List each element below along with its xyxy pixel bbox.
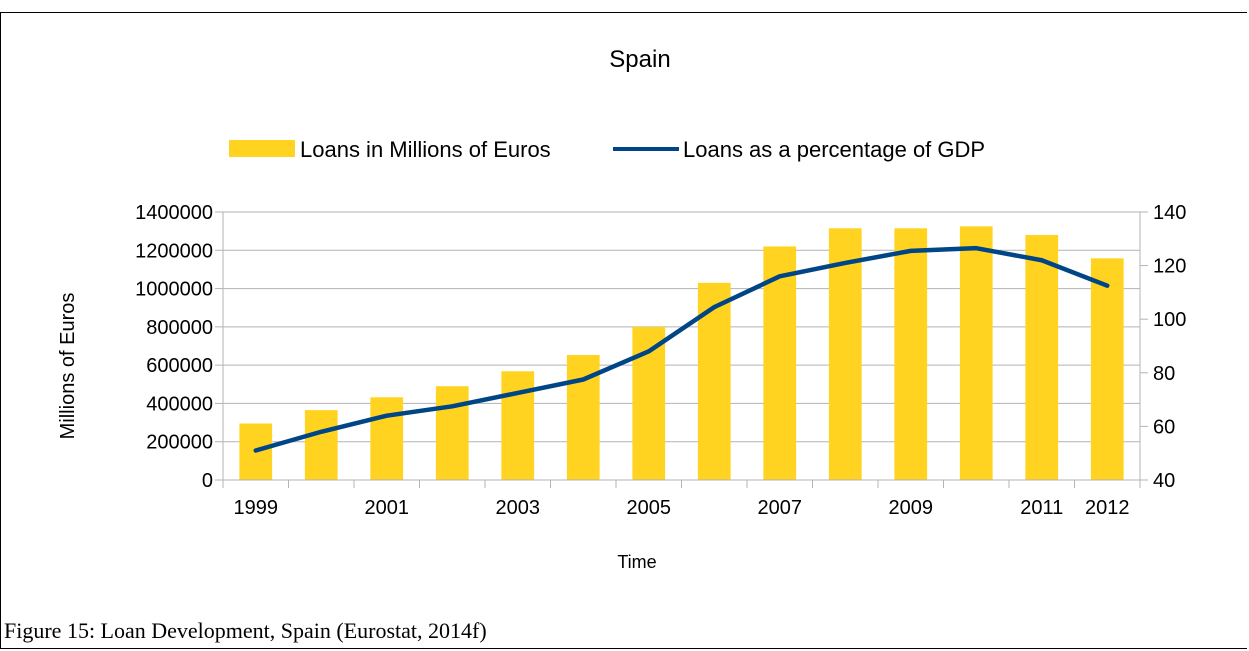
right-tick-label: 80 xyxy=(1153,363,1175,385)
x-axis-ticks: 1999 2001 2003 2005 2007 2009 2011 2012 xyxy=(222,480,1141,519)
line-series xyxy=(253,245,1110,453)
left-tick-label: 800000 xyxy=(146,317,213,339)
left-tick-label: 1400000 xyxy=(135,202,213,224)
bar-2002 xyxy=(435,386,469,480)
right-tick-label: 120 xyxy=(1153,256,1186,278)
legend: Loans in Millions of Euros Loans as a pe… xyxy=(229,137,985,162)
right-tick-label: 140 xyxy=(1153,202,1186,224)
x-tick-label: 2005 xyxy=(627,497,672,519)
right-tick-label: 40 xyxy=(1153,470,1175,492)
left-tick-label: 200000 xyxy=(146,432,213,454)
legend-label-line: Loans as a percentage of GDP xyxy=(683,137,985,162)
x-tick-label: 2003 xyxy=(496,497,541,519)
bar-2007 xyxy=(763,246,797,480)
y-axis-label: Millions of Euros xyxy=(57,293,79,440)
left-axis-ticks: 0 200000 400000 600000 800000 1000000 1200000 1… xyxy=(135,202,223,492)
bar-2001 xyxy=(370,397,404,480)
bar-2011 xyxy=(1025,234,1059,480)
left-tick-label: 400000 xyxy=(146,393,213,415)
right-tick-label: 60 xyxy=(1153,416,1175,438)
left-tick-label: 1200000 xyxy=(135,240,213,262)
bar-series xyxy=(239,226,1124,480)
x-tick-label: 2009 xyxy=(889,497,934,519)
x-tick-label: 2011 xyxy=(1020,497,1063,519)
x-tick-label: 2001 xyxy=(365,497,410,519)
figure-caption: Figure 15: Loan Development, Spain (Euro… xyxy=(4,618,487,643)
bar-2000 xyxy=(304,410,338,480)
figure-frame xyxy=(0,12,1247,649)
left-tick-label: 1000000 xyxy=(135,279,213,301)
bar-2010 xyxy=(959,226,993,480)
x-tick-label: 2012 xyxy=(1085,497,1130,519)
chart-title: Spain xyxy=(609,46,670,73)
bar-2012 xyxy=(1090,258,1124,480)
legend-label-bars: Loans in Millions of Euros xyxy=(300,137,551,162)
right-axis-ticks: 40 60 80 100 120 140 xyxy=(1140,202,1186,492)
right-tick-label: 100 xyxy=(1153,309,1186,331)
x-tick-label: 2007 xyxy=(758,497,803,519)
left-tick-label: 0 xyxy=(202,470,213,492)
bar-2003 xyxy=(501,371,535,480)
bar-2009 xyxy=(894,228,928,480)
legend-swatch-bars xyxy=(229,140,295,157)
left-tick-label: 600000 xyxy=(146,355,213,377)
bar-2008 xyxy=(828,228,862,480)
gdp-percentage-line xyxy=(253,245,1110,453)
x-axis-label: Time xyxy=(617,552,656,572)
x-tick-label: 1999 xyxy=(234,497,279,519)
